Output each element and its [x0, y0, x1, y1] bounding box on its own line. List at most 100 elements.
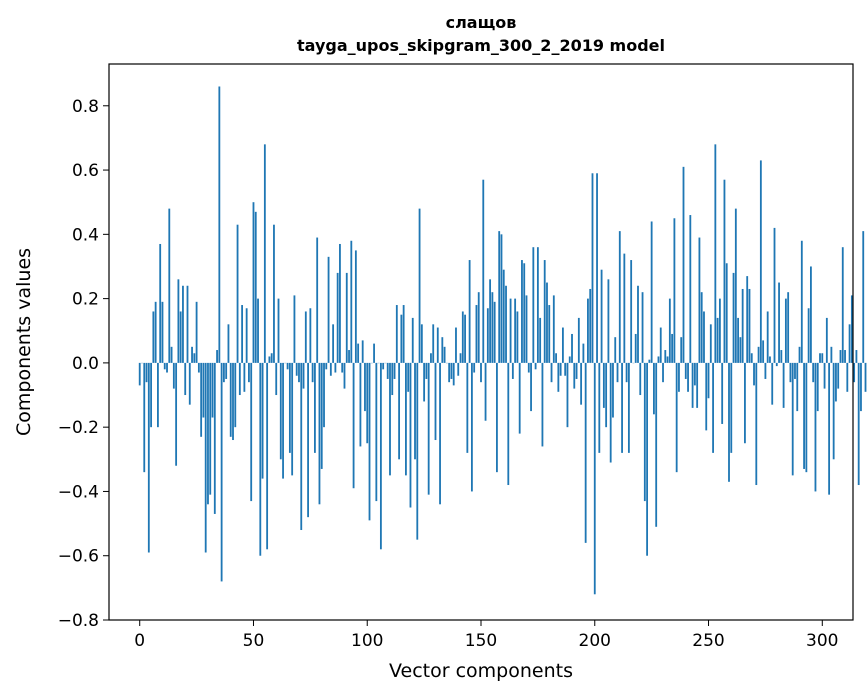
- bar: [539, 318, 541, 363]
- bar: [580, 363, 582, 405]
- bar: [726, 263, 728, 363]
- bar: [635, 334, 637, 363]
- bar: [316, 238, 318, 363]
- bar: [544, 260, 546, 363]
- bar: [312, 363, 314, 382]
- bar: [491, 292, 493, 363]
- bar: [362, 340, 364, 362]
- bar: [159, 244, 161, 363]
- bar: [278, 299, 280, 363]
- bar: [796, 363, 798, 411]
- bar: [733, 273, 735, 363]
- bar: [332, 324, 334, 363]
- bar: [512, 363, 514, 379]
- bar: [439, 363, 441, 504]
- bar: [391, 363, 393, 395]
- bar: [264, 144, 266, 363]
- bar: [200, 363, 202, 437]
- bar: [532, 247, 534, 363]
- bar: [578, 318, 580, 363]
- bar: [685, 363, 687, 379]
- bar: [808, 308, 810, 363]
- bar: [605, 363, 607, 427]
- bar: [380, 363, 382, 549]
- bar: [182, 286, 184, 363]
- y-tick-label: 0.0: [72, 354, 99, 374]
- bar: [676, 363, 678, 472]
- bar: [551, 363, 553, 382]
- bar: [428, 363, 430, 495]
- bar: [394, 363, 396, 379]
- bar: [168, 209, 170, 363]
- bar: [664, 350, 666, 363]
- bar: [846, 363, 848, 392]
- bar: [744, 363, 746, 443]
- bar: [626, 363, 628, 382]
- bar: [856, 350, 858, 363]
- bars-group: [139, 86, 867, 594]
- bar: [152, 311, 154, 362]
- bar: [314, 363, 316, 453]
- bar: [209, 363, 211, 495]
- bar: [398, 363, 400, 459]
- bar: [348, 350, 350, 363]
- bar: [357, 344, 359, 363]
- bar: [457, 363, 459, 376]
- bar: [143, 363, 145, 472]
- bar: [346, 273, 348, 363]
- bar: [687, 363, 689, 392]
- bar: [353, 363, 355, 488]
- bar: [400, 315, 402, 363]
- bar: [503, 270, 505, 363]
- bar: [396, 305, 398, 363]
- bar: [780, 350, 782, 363]
- bar: [416, 363, 418, 540]
- x-axis-label: Vector components: [389, 660, 573, 682]
- bar: [742, 289, 744, 363]
- bar: [746, 276, 748, 363]
- y-tick-label: 0.4: [72, 225, 99, 245]
- bar: [373, 344, 375, 363]
- bar: [257, 299, 259, 363]
- bar: [455, 328, 457, 363]
- bar: [569, 356, 571, 362]
- bar: [812, 363, 814, 382]
- bar: [480, 363, 482, 382]
- bar: [412, 318, 414, 363]
- bar: [610, 363, 612, 463]
- bar: [466, 363, 468, 453]
- bar: [785, 299, 787, 363]
- bar: [291, 363, 293, 475]
- x-tick-label: 200: [579, 631, 611, 651]
- bar: [476, 305, 478, 363]
- bar: [548, 305, 550, 363]
- bar: [717, 318, 719, 363]
- bar: [323, 363, 325, 427]
- bar: [510, 299, 512, 363]
- bar: [837, 363, 839, 389]
- bar: [425, 363, 427, 379]
- bar: [826, 318, 828, 363]
- bar: [271, 353, 273, 363]
- bar: [321, 363, 323, 469]
- bar: [514, 299, 516, 363]
- bar: [184, 363, 186, 395]
- bar: [680, 337, 682, 363]
- bar: [810, 266, 812, 362]
- bar: [253, 202, 255, 363]
- bar: [309, 308, 311, 363]
- bar: [501, 234, 503, 363]
- bar: [705, 363, 707, 430]
- bar: [494, 302, 496, 363]
- bar: [205, 363, 207, 553]
- bar: [844, 350, 846, 363]
- bar: [651, 221, 653, 362]
- bar: [724, 180, 726, 363]
- bar: [280, 363, 282, 459]
- bar: [801, 241, 803, 363]
- x-tick-label: 250: [692, 631, 724, 651]
- bar: [523, 263, 525, 363]
- bar: [598, 363, 600, 453]
- bar: [339, 244, 341, 363]
